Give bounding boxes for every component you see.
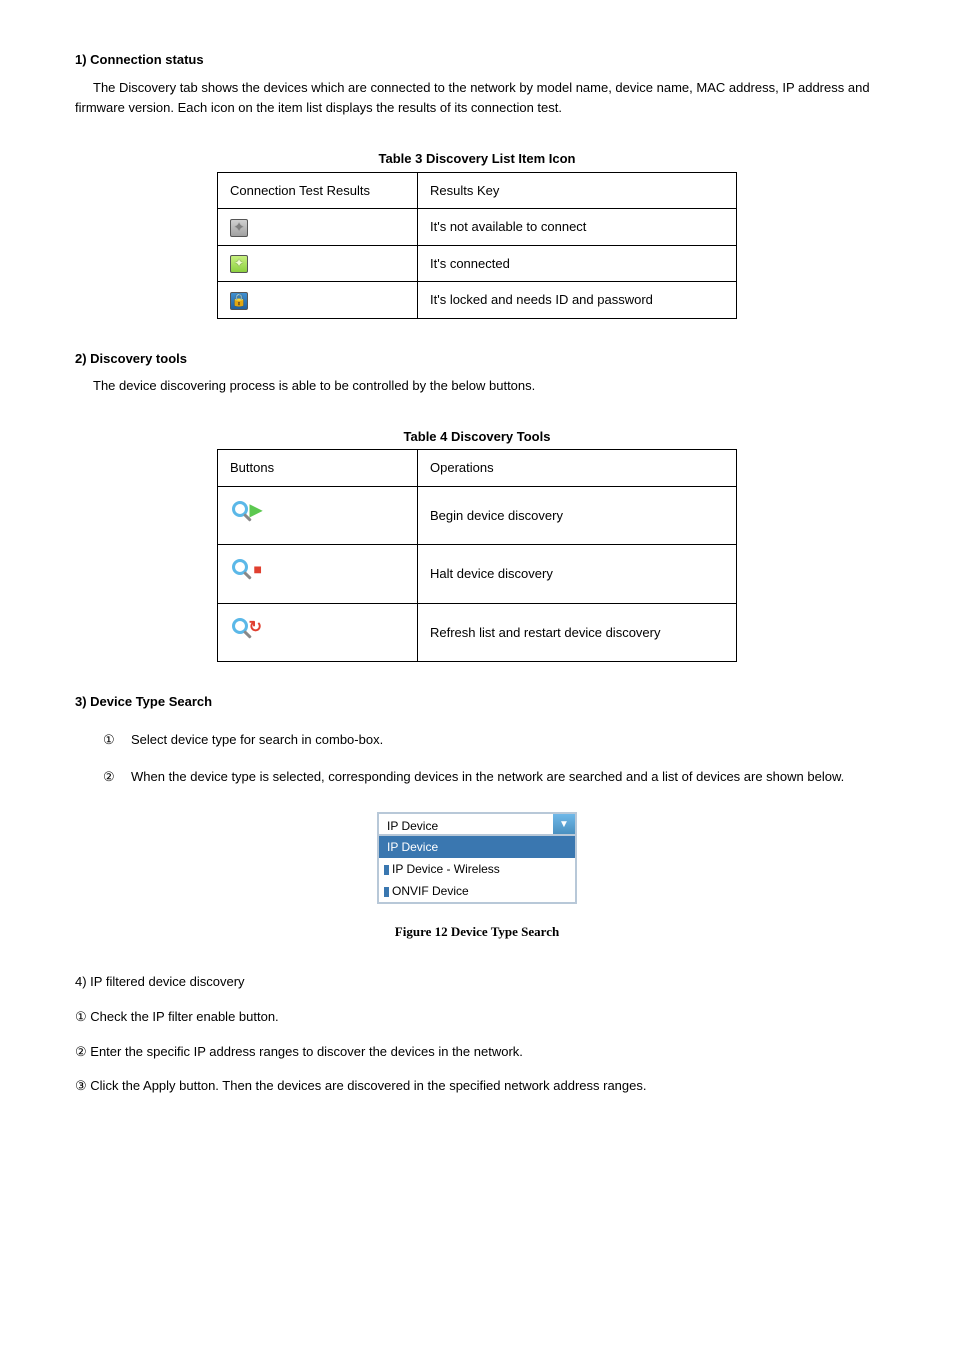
dropdown-options: IP Device IP Device - Wireless ONVIF Dev… <box>377 836 577 904</box>
table3-desc: It's locked and needs ID and password <box>418 282 737 319</box>
table4-icon-cell: ▶ <box>218 486 418 545</box>
table4-col1-header: Buttons <box>218 450 418 487</box>
section4-item: ① Check the IP filter enable button. <box>75 1007 879 1028</box>
table3-desc: It's connected <box>418 245 737 282</box>
list-text: Check the IP filter enable button. <box>90 1009 278 1024</box>
section4-heading: 4) IP filtered device discovery <box>75 972 879 993</box>
list-marker: ① <box>103 730 115 751</box>
begin-discovery-icon: ▶ <box>230 499 264 527</box>
table3-col2-header: Results Key <box>418 172 737 209</box>
list-item: ① Select device type for search in combo… <box>103 730 879 751</box>
list-text: Enter the specific IP address ranges to … <box>90 1044 523 1059</box>
section1-body: The Discovery tab shows the devices whic… <box>75 78 879 120</box>
refresh-discovery-icon: ↻ <box>230 616 264 644</box>
table-row: ▶ Begin device discovery <box>218 486 737 545</box>
table-row: ↻ Refresh list and restart device discov… <box>218 603 737 662</box>
list-marker: ① <box>75 1009 87 1024</box>
list-marker: ③ <box>75 1078 87 1093</box>
table4: Buttons Operations ▶ Begin device discov… <box>217 449 737 662</box>
table3-icon-cell: 🔒 <box>218 282 418 319</box>
section4-item: ② Enter the specific IP address ranges t… <box>75 1042 879 1063</box>
section2-body: The device discovering process is able t… <box>93 376 879 397</box>
table3: Connection Test Results Results Key ✦ It… <box>217 172 737 319</box>
table4-col2-header: Operations <box>418 450 737 487</box>
section3-heading: 3) Device Type Search <box>75 692 879 712</box>
list-text: When the device type is selected, corres… <box>131 769 844 784</box>
table4-header-row: Buttons Operations <box>218 450 737 487</box>
table-row: ✦ It's connected <box>218 245 737 282</box>
device-type-combobox[interactable]: IP Device ▼ IP Device IP Device - Wirele… <box>377 812 577 904</box>
figure12-caption: Figure 12 Device Type Search <box>75 922 879 942</box>
dropdown-display[interactable]: IP Device ▼ <box>377 812 577 836</box>
section2-heading: 2) Discovery tools <box>75 349 879 369</box>
locked-icon: 🔒 <box>230 292 248 310</box>
list-marker: ② <box>75 1044 87 1059</box>
halt-discovery-icon: ■ <box>230 557 264 585</box>
table3-col1-header: Connection Test Results <box>218 172 418 209</box>
table4-desc: Begin device discovery <box>418 486 737 545</box>
section1-heading: 1) Connection status <box>75 50 879 70</box>
table3-caption: Table 3 Discovery List Item Icon <box>75 149 879 169</box>
table3-icon-cell: ✦ <box>218 209 418 246</box>
table-row: ■ Halt device discovery <box>218 545 737 604</box>
chevron-down-icon[interactable]: ▼ <box>553 814 575 834</box>
table-row: 🔒 It's locked and needs ID and password <box>218 282 737 319</box>
table3-header-row: Connection Test Results Results Key <box>218 172 737 209</box>
list-text: Click the Apply button. Then the devices… <box>90 1078 646 1093</box>
not-available-icon: ✦ <box>230 219 248 237</box>
table3-icon-cell: ✦ <box>218 245 418 282</box>
dropdown-selected-text: IP Device <box>379 814 553 834</box>
table4-desc: Halt device discovery <box>418 545 737 604</box>
table4-icon-cell: ↻ <box>218 603 418 662</box>
table-row: ✦ It's not available to connect <box>218 209 737 246</box>
dropdown-option[interactable]: IP Device <box>379 836 575 858</box>
dropdown-option[interactable]: IP Device - Wireless <box>379 858 575 880</box>
table4-icon-cell: ■ <box>218 545 418 604</box>
table3-desc: It's not available to connect <box>418 209 737 246</box>
list-text: Select device type for search in combo-b… <box>131 732 383 747</box>
section4-item: ③ Click the Apply button. Then the devic… <box>75 1076 879 1097</box>
section3-list: ① Select device type for search in combo… <box>103 730 879 788</box>
table4-desc: Refresh list and restart device discover… <box>418 603 737 662</box>
table4-caption: Table 4 Discovery Tools <box>75 427 879 447</box>
connected-icon: ✦ <box>230 255 248 273</box>
list-marker: ② <box>103 767 115 788</box>
dropdown-option[interactable]: ONVIF Device <box>379 880 575 902</box>
list-item: ② When the device type is selected, corr… <box>103 767 879 788</box>
